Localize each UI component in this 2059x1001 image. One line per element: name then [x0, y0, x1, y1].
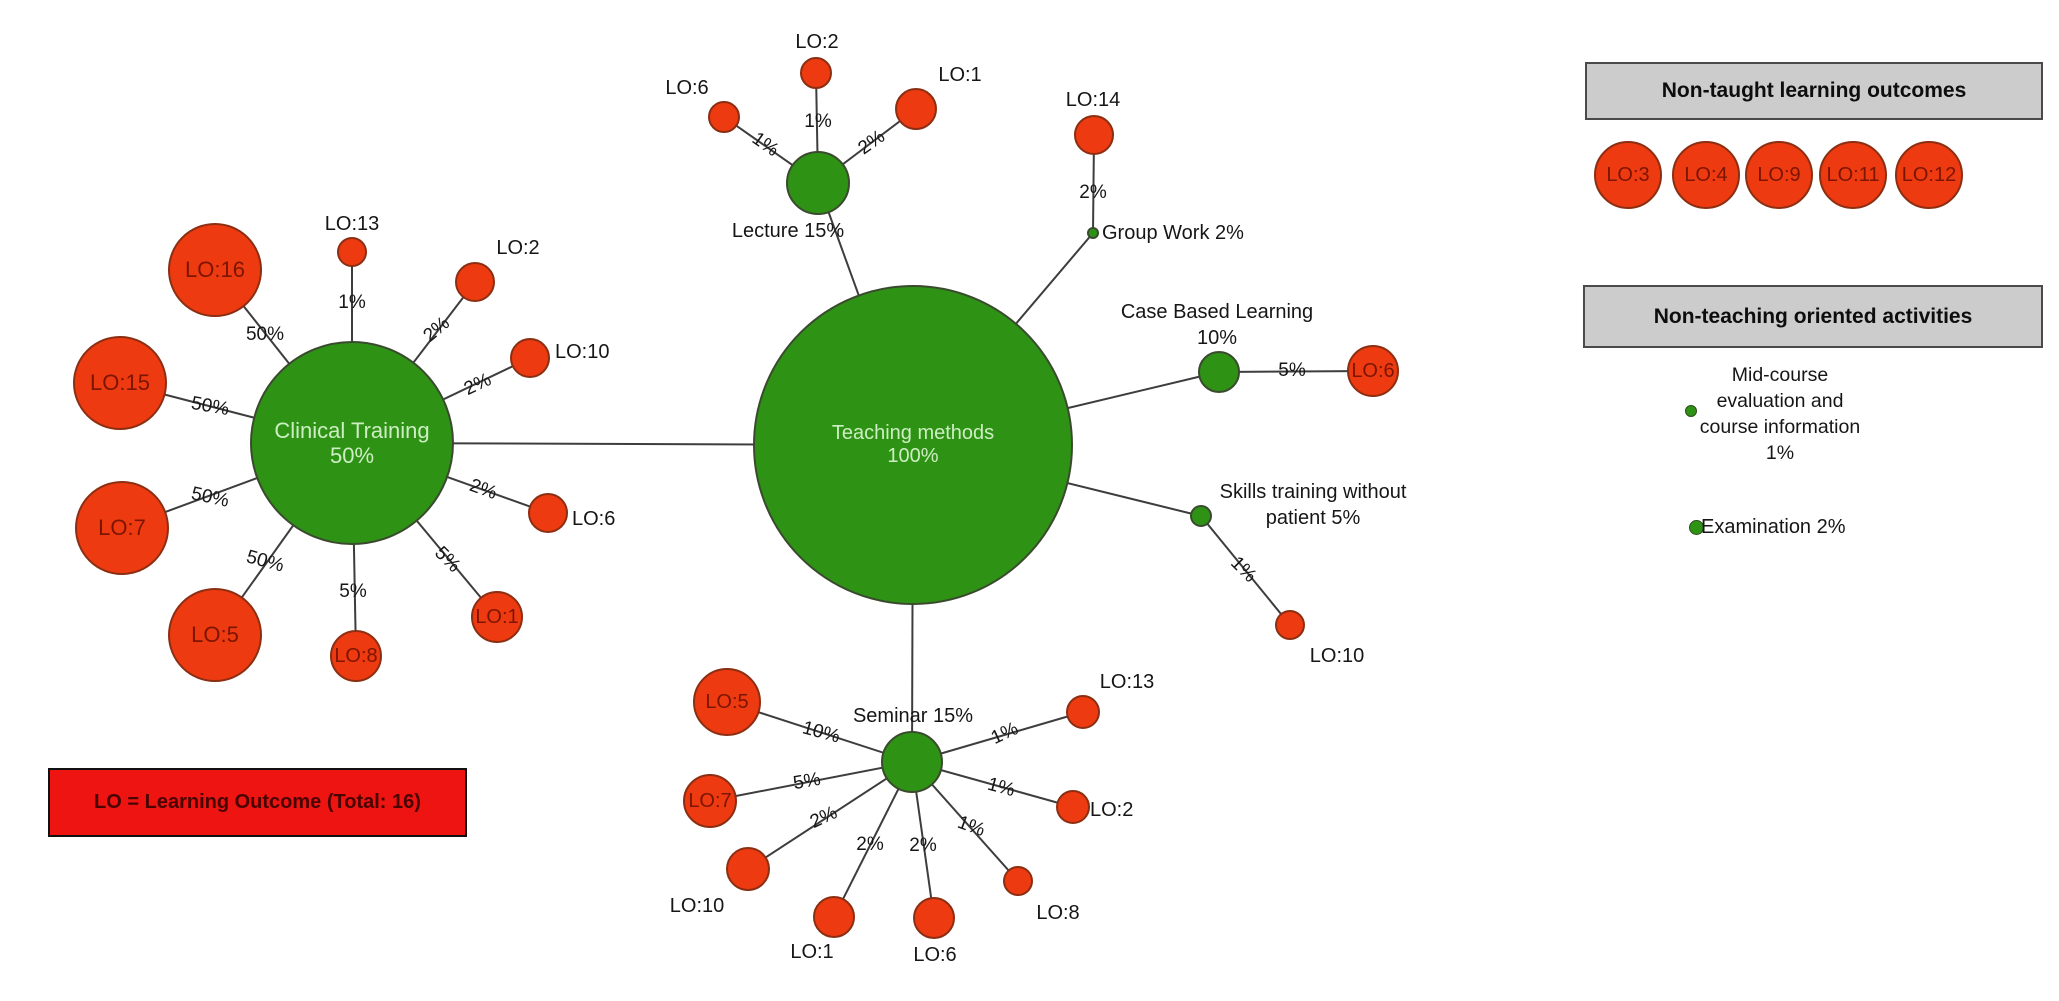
node-se6-circle	[913, 897, 955, 939]
mid-course-evaluation-entry: Mid-course evaluation and course informa…	[1699, 364, 1861, 464]
node-cl1-circle: LO:1	[471, 591, 523, 643]
node-lecture-label: Lecture 15%	[731, 220, 845, 242]
edge-seminar-se7	[709, 761, 913, 802]
node-cl16-circle: LO:16	[168, 223, 262, 317]
node-se2-label: LO:2	[1090, 799, 1134, 821]
node-le2-circle	[800, 57, 832, 89]
node-cbl-circle	[1198, 351, 1240, 393]
node-cl13-label: LO:13	[324, 213, 380, 235]
node-se13-circle	[1066, 695, 1100, 729]
node-le1-label: LO:1	[938, 64, 982, 86]
node-cl13-circle	[337, 237, 367, 267]
edge-label-clinical-cl8: 5%	[339, 581, 367, 602]
edge-label-seminar-se7: 5%	[791, 768, 823, 795]
learning-outcome-info-box: LO = Learning Outcome (Total: 16)	[48, 768, 467, 837]
node-cl15-circle: LO:15	[73, 336, 167, 430]
node-skills-label: Skills training without patient 5%	[1219, 481, 1407, 529]
edge-label-clinical-cl16: 50%	[245, 324, 285, 345]
node-lecture-circle	[786, 151, 850, 215]
node-cl6-label: LO:6	[572, 508, 616, 530]
node-cbl6-circle: LO:6	[1347, 345, 1399, 397]
node-se1-label: LO:1	[790, 941, 834, 963]
node-lg9-circle: LO:9	[1745, 141, 1813, 209]
edge-label-lecture-le2: 1%	[804, 111, 832, 132]
node-cl7-circle: LO:7	[75, 481, 169, 575]
legend-non-taught-title: Non-taught learning outcomes	[1585, 62, 2043, 120]
node-se6-label: LO:6	[913, 944, 957, 966]
node-seminar-label: Seminar 15%	[852, 705, 974, 727]
node-gw14-label: LO:14	[1065, 89, 1121, 111]
node-sk10-label: LO:10	[1309, 645, 1365, 667]
node-teaching-circle: Teaching methods 100%	[753, 285, 1073, 605]
node-se13-label: LO:13	[1099, 671, 1155, 693]
edge-label-groupwork-gw14: 2%	[1079, 182, 1107, 203]
node-skills-circle	[1190, 505, 1212, 527]
legend-activities-title: Non-teaching oriented activities	[1583, 285, 2043, 348]
node-le6-circle	[708, 101, 740, 133]
node-cl10-label: LO:10	[555, 341, 610, 363]
node-se10-circle	[726, 847, 770, 891]
node-seminar-circle	[881, 731, 943, 793]
node-lg3-circle: LO:3	[1594, 141, 1662, 209]
examination-dot-icon	[1689, 520, 1704, 535]
node-lg12-circle: LO:12	[1895, 141, 1963, 209]
node-cl8-circle: LO:8	[330, 630, 382, 682]
mid-course-dot-icon	[1685, 405, 1697, 417]
node-cbl-label: Case Based Learning 10%	[1120, 301, 1314, 349]
edge-seminar-se10	[747, 761, 913, 870]
node-se7-circle: LO:7	[683, 774, 737, 828]
node-se10-label: LO:10	[669, 895, 725, 917]
node-le1-circle	[895, 88, 937, 130]
examination-entry: Examination 2%	[1701, 516, 1846, 538]
edge-label-cbl-cbl6: 5%	[1278, 360, 1306, 381]
node-se8-circle	[1003, 866, 1033, 896]
node-le2-label: LO:2	[795, 31, 839, 53]
node-cl2-label: LO:2	[496, 237, 540, 259]
node-cl10-circle	[510, 338, 550, 378]
node-se2-circle	[1056, 790, 1090, 824]
node-se1-circle	[813, 896, 855, 938]
node-cl5-circle: LO:5	[168, 588, 262, 682]
node-cl2-circle	[455, 262, 495, 302]
node-se5-circle: LO:5	[693, 668, 761, 736]
node-se8-label: LO:8	[1036, 902, 1080, 924]
node-sk10-circle	[1275, 610, 1305, 640]
node-groupwork-label: Group Work 2%	[1102, 222, 1244, 244]
node-gw14-circle	[1074, 115, 1114, 155]
node-lg11-circle: LO:11	[1819, 141, 1887, 209]
node-le6-label: LO:6	[665, 77, 709, 99]
edge-label-seminar-se6: 2%	[909, 835, 937, 856]
edge-label-seminar-se1: 2%	[856, 834, 884, 855]
node-lg4-circle: LO:4	[1672, 141, 1740, 209]
edge-skills-sk10	[1200, 515, 1291, 626]
node-clinical-circle: Clinical Training 50%	[250, 341, 454, 545]
node-cl6-circle	[528, 493, 568, 533]
node-groupwork-circle	[1087, 227, 1099, 239]
edge-label-clinical-cl13: 1%	[338, 292, 366, 313]
